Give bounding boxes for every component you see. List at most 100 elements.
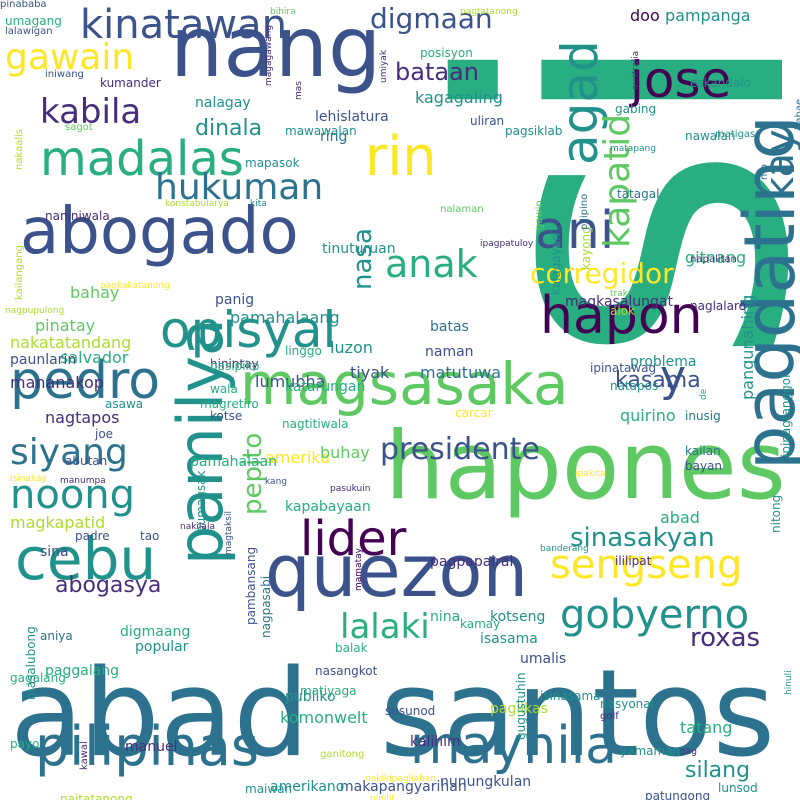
cloud-word: naglalaro [690,299,746,313]
cloud-word: mapasok [245,156,300,170]
cloud-word: nitong [769,494,783,533]
cloud-word: popular [135,639,189,655]
cloud-word: naitatanong [60,792,133,800]
cloud-word: umiyak [379,49,389,83]
cloud-word: pinababa [0,0,47,10]
cloud-word: problema [630,354,697,370]
cloud-word: paunlarin [10,352,77,368]
cloud-word: hukuman [155,167,324,208]
cloud-word: pinilit [370,794,395,800]
cloud-word: pag [680,747,697,757]
cloud-word: magsasaka [240,350,569,418]
cloud-word: publiko [285,689,336,705]
cloud-word: mananakop [10,373,104,392]
cloud-word: gagalang [10,671,66,685]
cloud-word: kapatid [597,113,638,248]
cloud-word: kayong [579,226,593,270]
cloud-word: carcar [455,406,493,420]
cloud-word: maiwan [245,782,293,796]
cloud-word: lalawigan [5,26,53,37]
cloud-word: nagtapos [45,408,120,427]
cloud-word: gawin [534,200,545,230]
cloud-word: ipakita [575,469,606,479]
cloud-word: maynila [410,716,618,776]
cloud-word: konstabularya [165,199,229,209]
cloud-word: ani [535,201,615,261]
cloud-word: corregidor [530,257,674,290]
cloud-word: aniya [40,629,73,643]
cloud-word: kita [250,199,267,209]
cloud-word: uliran [470,114,505,128]
cloud-word: inusig [685,409,721,423]
cloud-word: pinatay [35,316,96,335]
cloud-word: tinuturuan [322,241,396,257]
cloud-word: lumubha [255,372,326,391]
cloud-word: bahay [70,283,120,302]
cloud-word: umagang [5,14,62,28]
cloud-word: nakatatandang [10,333,132,352]
cloud-word: linggo [285,344,322,358]
cloud-word: nagpupulong [5,306,65,316]
cloud-word: banderang [540,544,589,554]
cloud-word: asawa [105,397,144,411]
cloud-word: isinakay [10,474,47,484]
cloud-word: kotse [210,409,243,423]
cloud-word: de [699,388,709,400]
cloud-word: gugustuhin [514,672,528,740]
cloud-word: pamahalaan [190,454,278,470]
cloud-word: tiyak [350,363,390,382]
cloud-word: nalagay [195,95,251,111]
cloud-word: nakilala [180,522,215,532]
cloud-word: noong [10,472,136,518]
cloud-word: kagagaling [415,88,503,107]
cloud-word: kailangang [14,245,25,300]
cloud-word: quirino [620,406,676,425]
cloud-word: nalaman [440,204,484,215]
cloud-word: posisyon [420,46,473,60]
cloud-word: cebu [15,525,157,593]
cloud-word: lider [300,511,407,567]
cloud-word: nang [170,0,382,96]
cloud-word: isinasama [540,689,601,703]
cloud-word: joe [95,427,114,441]
cloud-word: abad [10,645,310,784]
cloud-word: napalitan [690,254,737,265]
cloud-word: mamatay [354,548,364,591]
cloud-word: pagtatanong [460,7,518,17]
cloud-word: bayan [685,459,723,473]
cloud-word: nakaalis [14,128,25,170]
cloud-word: pagsiklab [505,124,563,138]
cloud-word: golf [600,711,619,722]
cloud-word: ring [320,129,348,145]
cloud-word: ipinatawag [590,361,657,375]
cloud-word: nagtitiwala [282,417,349,431]
cloud-word: pampanga [665,6,751,25]
cloud-word: susunod [385,704,436,718]
cloud-word: matapang [610,144,656,154]
cloud-word: manumpa [60,476,106,486]
cloud-word: magtaksil [224,511,234,555]
cloud-word: buhay [320,443,370,462]
cloud-word: hinintay [210,357,259,371]
cloud-word: matiyaga [300,684,357,698]
cloud-word: padre [75,529,110,543]
cloud-word: paglikas [490,701,548,717]
cloud-word: panig [215,292,255,308]
cloud-word: trak [610,289,628,299]
cloud-word: doo [630,6,660,25]
cloud-word: komonwelt [280,708,368,727]
cloud-word: kabila [40,92,142,132]
cloud-word: makapangyarihan [340,779,467,795]
cloud-word: abogasya [55,573,162,598]
cloud-word: babae [794,98,800,130]
cloud-word: amerikano [270,779,345,795]
cloud-word: magkasalungat [565,294,674,310]
cloud-word: umalis [520,651,567,667]
cloud-word: natapos [610,379,659,393]
cloud-word: kamay [460,617,501,631]
cloud-word: pasipiko [210,359,260,373]
cloud-word: pepito [238,432,268,515]
cloud-word: hapones [385,412,786,521]
cloud-word: nawalan [685,129,736,143]
